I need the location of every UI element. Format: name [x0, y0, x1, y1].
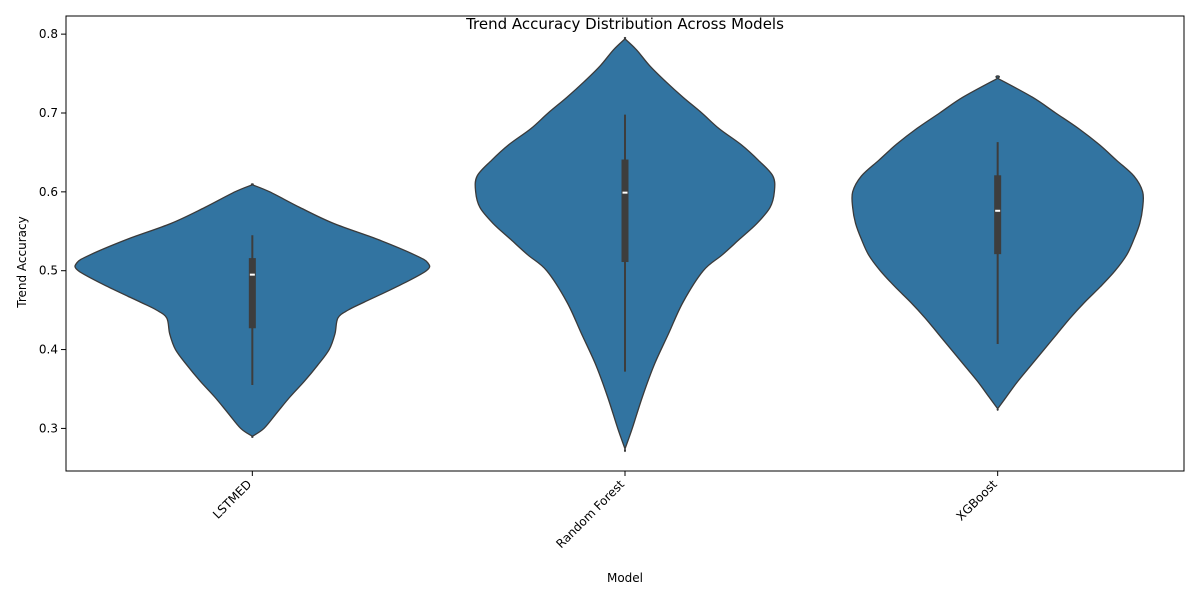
y-tick-label: 0.8	[39, 27, 58, 41]
plot-frame	[65, 15, 1185, 472]
y-tick-label: 0.7	[39, 106, 58, 120]
x-tick-label: Random Forest	[553, 477, 627, 551]
violin-median	[995, 209, 1001, 212]
y-tick-label: 0.4	[39, 343, 58, 357]
violins	[74, 36, 1145, 453]
violin-median	[249, 273, 255, 276]
x-axis: LSTMED Random Forest XGBoost	[210, 471, 1000, 551]
x-axis-label: Model	[607, 571, 643, 585]
y-tick-label: 0.6	[39, 185, 58, 199]
x-tick-label: LSTMED	[210, 477, 254, 521]
y-tick-label: 0.5	[39, 264, 58, 278]
y-axis: 0.3 0.4 0.5 0.6 0.7 0.8	[39, 27, 66, 435]
y-tick-label: 0.3	[39, 421, 58, 435]
x-tick-label: XGBoost	[954, 477, 1000, 523]
violin-median	[622, 191, 628, 194]
violin-iqr-box	[994, 175, 1002, 255]
y-axis-label: Trend Accuracy	[15, 216, 29, 308]
chart-title: Trend Accuracy Distribution Across Model…	[465, 15, 784, 33]
violin-iqr-box	[248, 258, 256, 329]
violin-iqr-box	[621, 159, 629, 263]
